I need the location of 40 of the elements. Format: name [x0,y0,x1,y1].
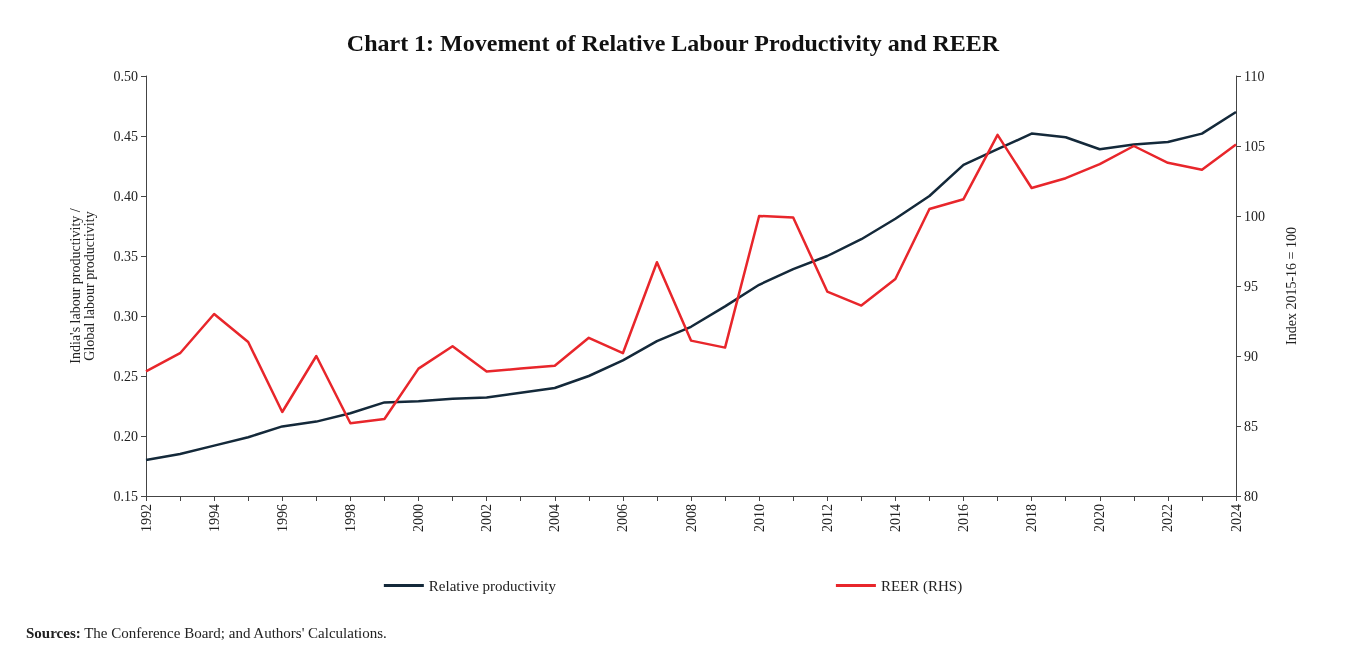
y-tick-label: 0.35 [113,248,138,264]
x-tick-label: 2018 [1024,504,1040,532]
y2-tick-label: 80 [1244,488,1258,504]
source-note: Sources: The Conference Board; and Authors' Calculations. [26,624,387,641]
x-tick-label: 2012 [819,504,835,532]
x-tick-label: 1994 [206,504,222,532]
line-series [144,110,1238,462]
y-tick-label: 0.40 [113,188,138,204]
y2-axis-title: Index 2015-16 = 100 [1283,227,1299,345]
x-tick-label: 1996 [274,504,290,532]
x-tick-label: 2016 [956,504,971,532]
legend-label: Relative productivity [428,577,557,594]
y-tick-label: 0.30 [113,308,138,324]
x-tick-label: 2024 [1228,504,1244,532]
x-tick-label: 2004 [547,504,563,532]
x-tick-label: 2020 [1092,504,1108,532]
y2-tick-label: 90 [1244,348,1258,364]
x-tick-label: 2006 [615,504,631,532]
y-tick-label: 0.25 [113,368,138,384]
y2-tick-label: 110 [1244,68,1265,84]
x-tick-label: 2000 [411,504,426,532]
y2-tick-label: 95 [1244,278,1258,294]
y-tick-label: 0.50 [113,68,138,84]
x-tick-label: 2008 [683,504,699,532]
y-tick-label: 0.20 [113,428,138,444]
x-tick-label: 2002 [479,504,495,532]
x-tick-label: 2014 [887,504,903,532]
y-axis-title: India's labour productivity / Global labour productivity [67,208,97,364]
y-tick-label: 0.45 [113,128,138,144]
x-tick-label: 2022 [1160,504,1176,532]
x-tick-label: 1998 [342,504,358,532]
line-series [144,133,1238,425]
y2-tick-label: 85 [1244,418,1258,434]
y2-tick-label: 100 [1244,208,1265,224]
x-tick-label: 1992 [138,504,154,532]
y-tick-label: 0.15 [113,488,138,504]
legend-label: REER (RHS) [880,577,963,595]
chart-title: Chart 1: Movement of Relative Labour Productivity and REER [346,30,1000,56]
x-tick-label: 2010 [751,504,767,532]
y2-tick-label: 105 [1244,138,1265,154]
